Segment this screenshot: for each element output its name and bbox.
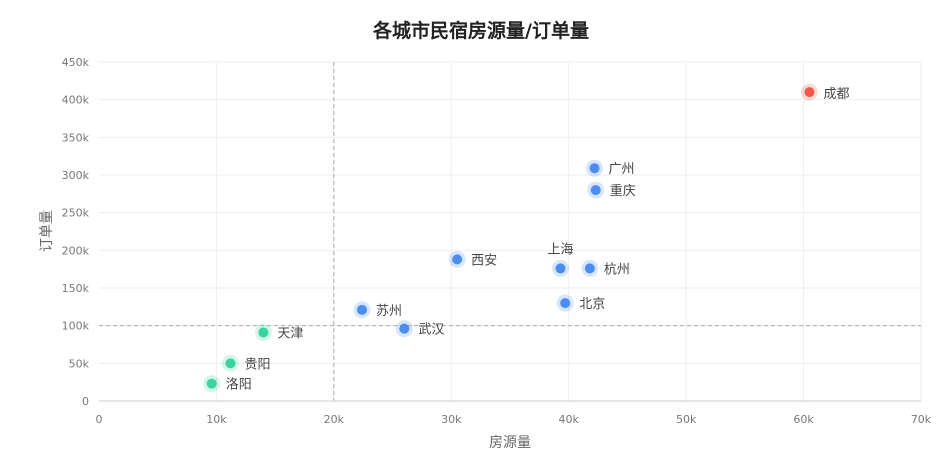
point-label: 洛阳 [226,378,252,393]
point-label: 杭州 [604,262,630,277]
data-point[interactable]: 成都 [800,83,850,103]
y-tick-label: 50k [69,357,90,370]
data-point[interactable]: 杭州 [581,259,630,278]
data-point-marker[interactable] [584,263,595,274]
reference-lines [99,62,921,401]
y-tick-label: 100k [62,320,90,333]
data-point-marker[interactable] [804,87,815,98]
x-tick-label: 60k [793,413,814,426]
data-point-marker[interactable] [357,304,368,315]
data-point[interactable]: 贵阳 [222,354,271,373]
data-point[interactable]: 西安 [448,250,498,269]
y-tick-label: 150k [62,282,90,295]
data-point-marker[interactable] [589,163,600,174]
axes: 0 10k 20k 30k 40k 50k 60k 70k 0 50k 100k 150k 200k 25… [62,56,932,426]
y-tick-label: 300k [62,169,90,182]
data-point-marker[interactable] [555,263,566,274]
data-point-marker[interactable] [225,358,236,369]
data-point[interactable]: 苏州 [353,301,403,319]
x-tick-label: 50k [676,413,697,426]
y-tick-label: 200k [62,244,90,257]
y-tick-label: 400k [62,94,90,107]
data-point[interactable]: 上海 [547,242,574,277]
data-point-marker[interactable] [560,298,571,309]
point-label: 广州 [609,162,635,177]
point-label: 武汉 [418,323,444,338]
y-tick-label: 450k [62,56,90,69]
x-tick-label: 10k [206,413,227,426]
x-tick-label: 70k [911,413,932,426]
data-point[interactable]: 洛阳 [203,375,252,393]
grid [99,61,922,401]
point-label: 贵阳 [245,357,271,372]
x-tick-label: 0 [96,413,103,426]
data-point-marker[interactable] [206,378,217,389]
data-point-marker[interactable] [399,323,410,334]
x-tick-label: 30k [441,413,462,426]
y-axis-title: 订单量 [39,210,55,252]
point-label: 成都 [823,87,849,102]
x-tick-label: 20k [324,413,345,426]
data-point-marker[interactable] [258,327,269,338]
x-tick-label: 40k [559,413,580,426]
point-label: 苏州 [376,303,402,319]
point-label: 天津 [277,326,303,341]
data-point[interactable]: 天津 [254,323,304,342]
point-label: 北京 [579,297,605,312]
x-axis-title: 房源量 [489,435,531,451]
point-label: 西安 [471,253,497,268]
y-tick-label: 350k [62,131,90,144]
data-point[interactable]: 北京 [556,294,606,313]
chart-title: 各城市民宿房源量/订单量 [372,19,589,42]
y-tick-label: 0 [82,395,89,408]
data-point-marker[interactable] [452,254,463,265]
point-label: 上海 [547,242,573,257]
y-tick-label: 250k [62,207,90,220]
data-point[interactable]: 重庆 [587,181,636,200]
data-point[interactable]: 广州 [586,159,635,178]
data-point[interactable]: 武汉 [395,320,445,338]
data-point-marker[interactable] [590,185,601,196]
point-label: 重庆 [610,183,636,199]
